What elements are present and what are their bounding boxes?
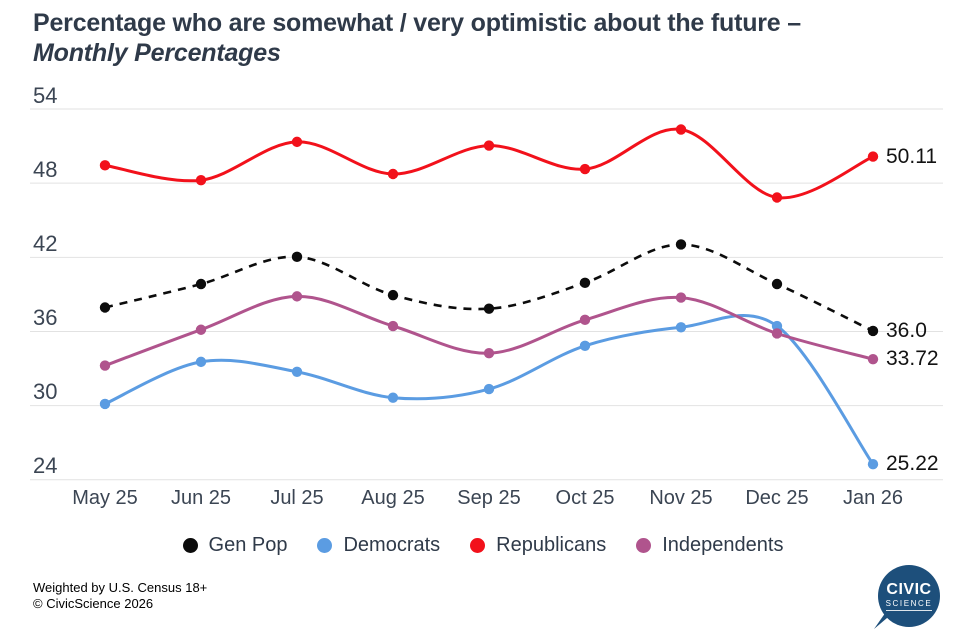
legend-marker-gen-pop	[182, 538, 198, 553]
data-point-democrats-jun-25[interactable]	[195, 356, 207, 368]
data-point-gen-pop-jan-26[interactable]	[867, 325, 879, 337]
y-tick-label-42: 42	[33, 230, 58, 256]
data-point-gen-pop-dec-25[interactable]	[771, 278, 783, 290]
y-tick-label-54: 54	[33, 82, 58, 108]
chart-svg	[30, 108, 943, 481]
logo-text-civic: CIVIC	[886, 581, 932, 598]
data-point-independents-jan-26[interactable]	[867, 353, 879, 365]
legend-marker-democrats	[317, 538, 333, 553]
data-point-gen-pop-sep-25[interactable]	[483, 303, 495, 314]
legend-label-independents: Independents	[662, 534, 784, 556]
series-line-gen-pop	[104, 243, 874, 333]
data-point-independents-nov-25[interactable]	[675, 292, 687, 303]
copyright-note: © CivicScience 2026	[33, 596, 154, 611]
legend-label-democrats: Democrats	[343, 534, 441, 556]
legend-marker-independents	[636, 538, 652, 553]
data-point-republicans-dec-25[interactable]	[771, 192, 783, 203]
data-point-gen-pop-may-25[interactable]	[99, 302, 111, 313]
y-tick-label-24: 24	[33, 453, 58, 479]
data-point-independents-jun-25[interactable]	[195, 324, 207, 335]
legend-item-independents[interactable]: Independents	[636, 534, 783, 557]
x-tick-label-jul-25: Jul 25	[270, 487, 324, 509]
data-point-independents-sep-25[interactable]	[483, 348, 495, 359]
data-point-republicans-jan-26[interactable]	[867, 151, 879, 162]
data-point-gen-pop-nov-25[interactable]	[675, 239, 687, 250]
end-value-label-republicans: 50.11	[886, 144, 937, 168]
source-note: Weighted by U.S. Census 18+ © CivicScien…	[33, 580, 207, 612]
data-point-gen-pop-jul-25[interactable]	[291, 251, 303, 263]
legend-marker-republicans	[470, 538, 486, 553]
data-point-republicans-jun-25[interactable]	[195, 174, 207, 186]
weighting-note: Weighted by U.S. Census 18+	[33, 580, 208, 595]
chart-title: Percentage who are somewhat / very optim…	[33, 8, 933, 68]
data-point-republicans-nov-25[interactable]	[675, 124, 687, 135]
data-point-independents-may-25[interactable]	[99, 360, 111, 371]
legend-item-gen-pop[interactable]: Gen Pop	[182, 534, 288, 557]
series-line-republicans	[104, 127, 874, 200]
data-point-democrats-sep-25[interactable]	[483, 383, 495, 395]
data-point-independents-dec-25[interactable]	[771, 328, 783, 339]
end-value-label-independents: 33.72	[886, 347, 939, 371]
logo-bubble: CIVIC SCIENCE	[878, 565, 940, 627]
data-point-democrats-aug-25[interactable]	[387, 392, 399, 403]
legend-item-republicans[interactable]: Republicans	[470, 534, 606, 557]
x-tick-label-sep-25: Sep 25	[457, 487, 521, 509]
chart-title-subtitle: Monthly Percentages	[33, 39, 281, 67]
x-tick-label-nov-25: Nov 25	[649, 487, 713, 509]
y-tick-label-48: 48	[33, 156, 58, 182]
logo-text-science: SCIENCE	[885, 598, 933, 611]
chart-legend: Gen Pop Democrats Republicans Independents	[0, 534, 966, 557]
data-point-democrats-may-25[interactable]	[99, 398, 111, 410]
data-point-independents-jul-25[interactable]	[291, 291, 303, 302]
data-point-independents-oct-25[interactable]	[579, 314, 591, 326]
end-value-label-gen-pop: 36.0	[886, 318, 927, 342]
data-point-gen-pop-oct-25[interactable]	[579, 277, 591, 288]
y-tick-label-30: 30	[33, 379, 58, 405]
y-tick-label-36: 36	[33, 304, 58, 330]
data-point-independents-aug-25[interactable]	[387, 320, 399, 332]
civicscience-logo: CIVIC SCIENCE	[874, 565, 940, 629]
data-point-republicans-aug-25[interactable]	[387, 168, 399, 180]
x-tick-label-oct-25: Oct 25	[555, 487, 615, 509]
legend-item-democrats[interactable]: Democrats	[317, 534, 440, 557]
x-tick-label-aug-25: Aug 25	[361, 487, 425, 509]
chart-title-line1: Percentage who are somewhat / very optim…	[33, 9, 801, 37]
x-tick-label-may-25: May 25	[72, 487, 138, 509]
data-point-democrats-jan-26[interactable]	[867, 459, 879, 470]
x-tick-label-dec-25: Dec 25	[745, 487, 809, 509]
data-point-gen-pop-aug-25[interactable]	[387, 289, 399, 301]
data-point-republicans-jul-25[interactable]	[291, 136, 303, 148]
legend-label-gen-pop: Gen Pop	[208, 534, 288, 556]
data-point-democrats-nov-25[interactable]	[675, 322, 687, 333]
x-tick-label-jun-25: Jun 25	[170, 487, 232, 509]
data-point-democrats-jul-25[interactable]	[291, 366, 303, 377]
data-point-republicans-may-25[interactable]	[99, 160, 111, 171]
data-point-gen-pop-jun-25[interactable]	[195, 278, 207, 290]
end-value-label-democrats: 25.22	[886, 452, 939, 476]
data-point-democrats-oct-25[interactable]	[579, 340, 591, 352]
legend-label-republicans: Republicans	[496, 534, 607, 556]
data-point-democrats-dec-25[interactable]	[771, 320, 783, 332]
x-tick-label-jan-26: Jan 26	[842, 487, 904, 509]
data-point-republicans-sep-25[interactable]	[483, 140, 495, 151]
data-point-republicans-oct-25[interactable]	[579, 163, 591, 175]
